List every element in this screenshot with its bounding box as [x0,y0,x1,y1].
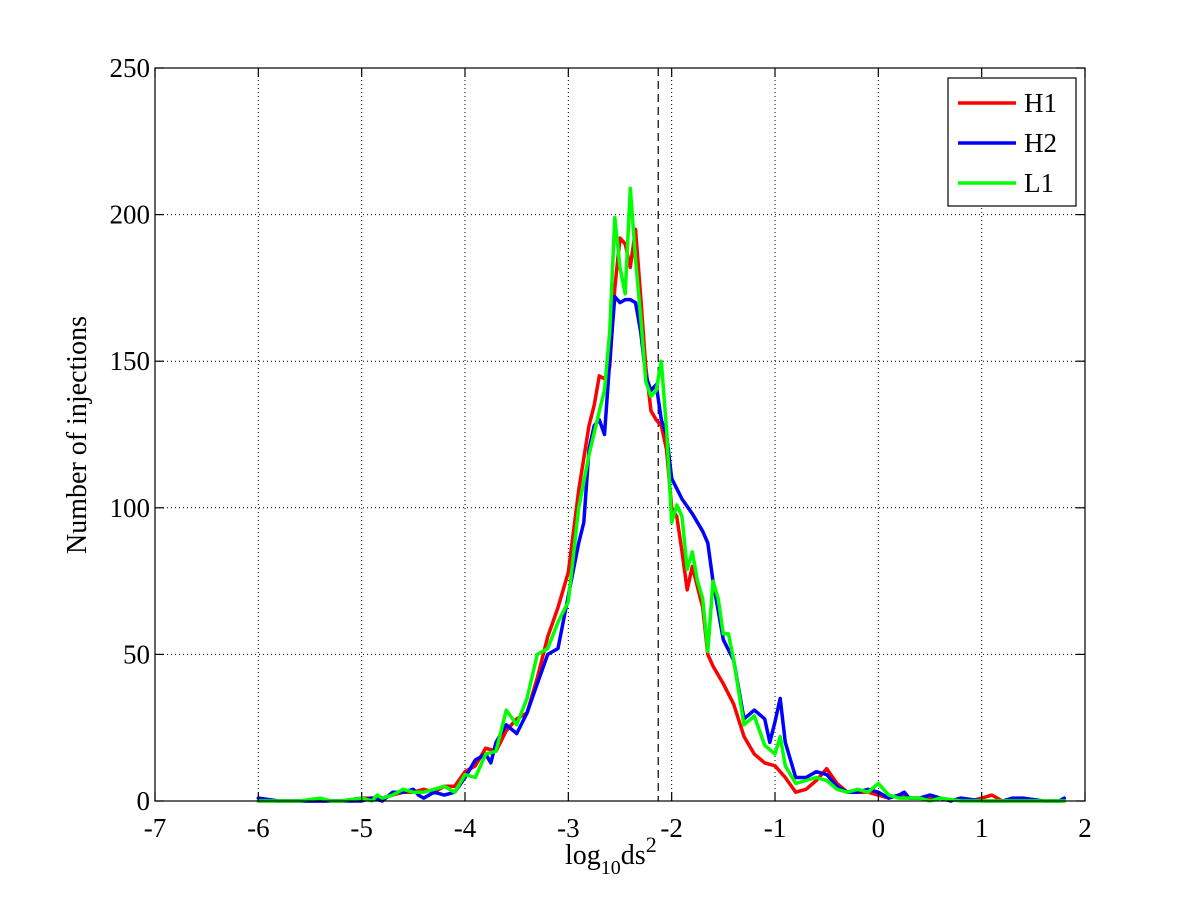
y-tick-label: 100 [110,493,151,523]
legend-label-h1: H1 [1024,88,1057,118]
y-tick-label: 200 [110,200,151,230]
x-tick-label: -4 [454,813,477,843]
plot-frame [154,67,1086,802]
legend-label-h2: H2 [1024,128,1057,158]
grid-lines [155,68,1085,801]
x-tick-label: 1 [975,813,989,843]
y-tick-label: 50 [123,639,150,669]
y-tick-label: 250 [110,53,151,83]
x-tick-label: 2 [1078,813,1092,843]
legend: H1 H2 L1 [947,77,1077,207]
legend-label-l1: L1 [1024,168,1054,198]
y-axis-label: Number of injections [62,316,93,554]
x-tick-label: 0 [872,813,886,843]
axis-ticks [154,67,1086,802]
x-tick-label: -7 [144,813,167,843]
tick-labels: -7 -6 -5 -4 -3 -2 -1 0 1 2 0 50 100 150 200 250 [110,53,1092,843]
x-axis-label-tail: ds [621,840,646,871]
x-axis-label-subscript: 10 [601,857,621,879]
series-line-l1 [256,186,1067,803]
y-tick-label: 150 [110,346,151,376]
series-line-h2 [256,294,1067,803]
x-tick-label: -5 [350,813,373,843]
x-axis-label-superscript: 2 [646,832,657,857]
legend-items: H1 H2 L1 [958,88,1057,198]
x-tick-label: -3 [557,813,580,843]
x-axis-label-base: log [565,840,601,871]
series-lines [256,186,1067,803]
x-tick-label: -1 [764,813,787,843]
x-axis-label: log10ds2 [565,832,657,879]
x-tick-label: -6 [247,813,270,843]
y-tick-label: 0 [137,786,151,816]
x-tick-label: -2 [660,813,683,843]
plot-area [155,68,1085,801]
